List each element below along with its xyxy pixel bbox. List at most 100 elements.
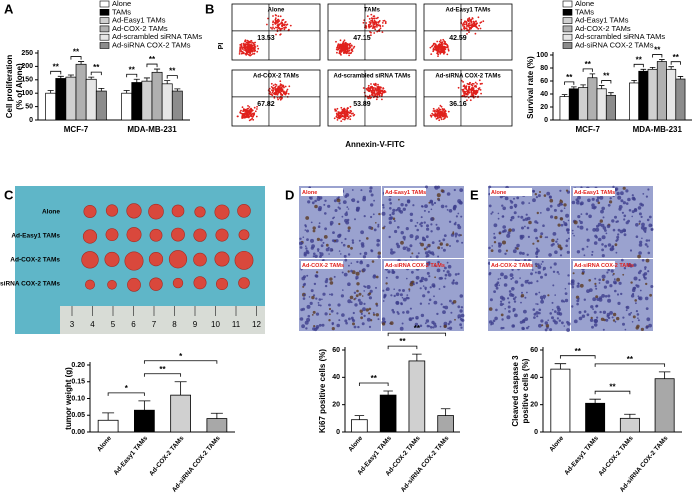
ihc-cell [491, 245, 494, 247]
x-tick-label: Ad-Easy1 TAMs [563, 435, 600, 477]
y-tick-label: 40 [540, 91, 548, 98]
ihc-cell [603, 285, 608, 289]
ihc-cell [616, 238, 619, 241]
ihc-cell [563, 222, 568, 226]
flow-dot [464, 85, 466, 88]
ihc-cell [627, 219, 630, 223]
ihc-cell [616, 191, 620, 196]
flow-dot [362, 87, 365, 89]
ihc-cell [536, 303, 539, 306]
significance-label: ** [371, 374, 378, 383]
flow-dot [372, 89, 374, 92]
flow-dot [468, 85, 470, 88]
error-bar [554, 363, 567, 370]
ihc-cell [388, 235, 391, 239]
ihc-cell [507, 231, 511, 235]
flow-dot [383, 91, 386, 94]
ihc-cell [362, 195, 366, 200]
ihc-cell [592, 228, 597, 232]
ihc-label: Ad-siRNA COX-2 TAMs [574, 263, 634, 269]
flow-label: Ad-scrambled siRNA TAMs [333, 74, 411, 80]
ihc-cell [648, 215, 652, 219]
ihc-cell [425, 185, 428, 189]
flow-dot [480, 92, 482, 95]
ihc-cell [377, 318, 380, 321]
flow-dot [374, 94, 377, 97]
ihc-cell [557, 244, 562, 249]
ihc-image: Ad-Easy1 TAMs [381, 185, 464, 259]
flow-dot [431, 112, 434, 115]
ihc-cell [616, 235, 620, 239]
significance-bracket [652, 54, 663, 58]
flow-dot [277, 25, 280, 28]
ihc-cell [359, 301, 363, 306]
flow-value: 36.16 [449, 101, 467, 108]
ihc-cell [539, 191, 541, 193]
flow-dot [249, 108, 252, 111]
ihc-cell [302, 236, 305, 238]
bar [587, 77, 598, 121]
flow-dot [253, 44, 256, 46]
ihc-cell [601, 294, 605, 298]
ihc-label: Ad-siRNA COX-2 TAMs [385, 263, 445, 269]
flow-dot [347, 117, 349, 120]
flow-dot [242, 51, 245, 54]
ihc-cell [504, 196, 509, 201]
ihc-cell [363, 215, 366, 218]
flow-dot [274, 17, 277, 20]
ihc-cell [575, 198, 579, 202]
ihc-cell [638, 251, 642, 255]
flow-dot [283, 26, 285, 29]
ihc-cell [559, 202, 563, 206]
ihc-cell [409, 212, 414, 216]
ihc-cell [490, 323, 492, 326]
flow-dot [444, 110, 447, 113]
ihc-cell [578, 219, 581, 222]
flow-dot [368, 26, 370, 29]
ihc-cell [601, 274, 606, 279]
flow-dot [347, 52, 349, 54]
ihc-cell [460, 215, 463, 218]
flow-dot [275, 88, 277, 90]
ihc-cell [572, 272, 575, 275]
flow-dot [272, 21, 274, 24]
ihc-cell [622, 201, 627, 205]
ihc-cell [625, 309, 628, 312]
ruler-number: 12 [252, 320, 261, 329]
flow-dot [245, 112, 248, 114]
flow-dot [338, 50, 341, 53]
flow-dot [373, 83, 375, 86]
flow-dot [245, 52, 248, 55]
flow-dot [253, 112, 256, 115]
flow-dot [248, 112, 251, 115]
ihc-cell [450, 311, 453, 314]
ihc-cell [549, 328, 553, 332]
ihc-cell [562, 221, 565, 223]
flow-dot [243, 116, 246, 119]
flow-dot [240, 47, 243, 49]
flow-dot [365, 87, 368, 90]
flow-dot [280, 28, 283, 30]
flow-dot [344, 41, 347, 44]
ihc-cell [521, 252, 525, 255]
ihc-cell [618, 207, 622, 211]
ihc-cell [645, 325, 649, 329]
ihc-cell [598, 282, 601, 284]
ihc-cell [601, 254, 605, 258]
ihc-cell [543, 194, 547, 197]
ihc-image: Alone [488, 185, 571, 258]
ihc-cell [324, 312, 328, 316]
ihc-cell [309, 301, 313, 305]
ihc-cell [511, 268, 514, 271]
ihc-cell [554, 294, 556, 296]
ihc-cell [459, 323, 462, 327]
flow-dot [250, 118, 252, 121]
flow-dot [445, 115, 447, 118]
ihc-cell [602, 278, 605, 282]
ihc-cell [599, 219, 603, 223]
ihc-cell [445, 243, 449, 247]
ihc-cell [452, 279, 455, 282]
flow-dot [465, 27, 468, 29]
ihc-cell [635, 310, 639, 313]
flow-dot [349, 105, 352, 108]
